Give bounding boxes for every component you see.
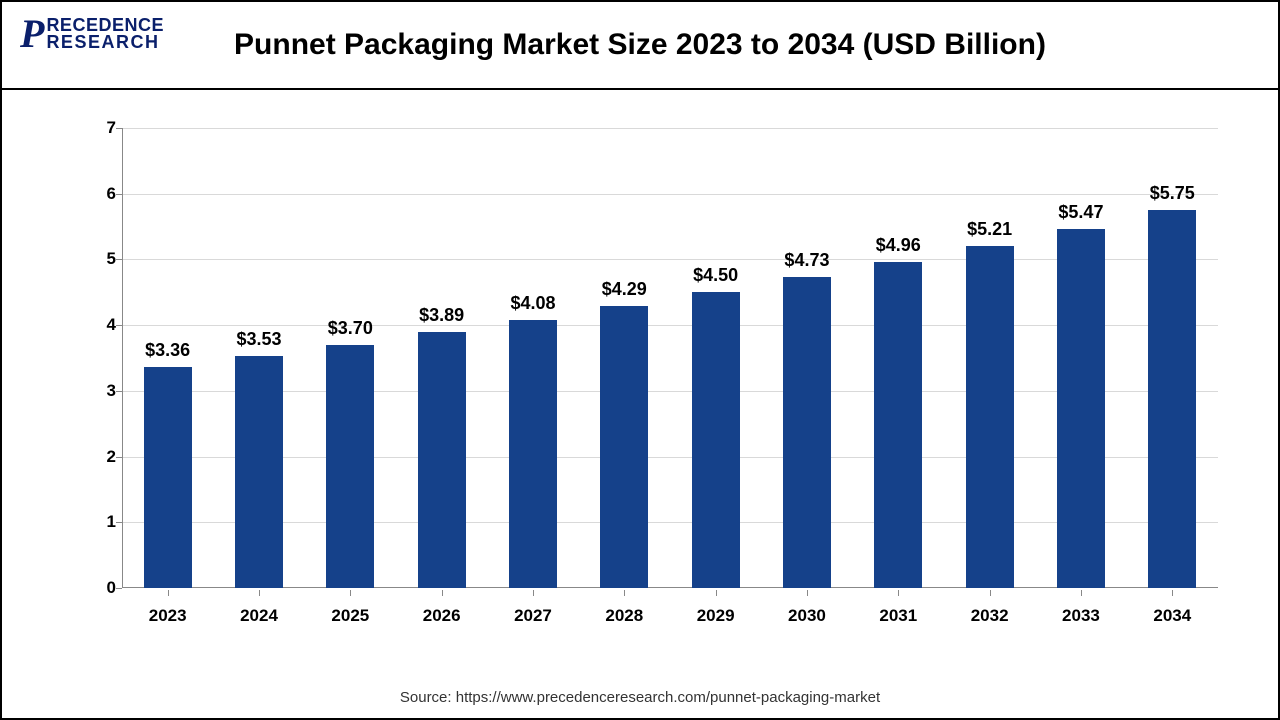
bar: $4.29 xyxy=(600,306,648,588)
bar-slot: $5.47 xyxy=(1035,128,1126,588)
bar-value-label: $5.47 xyxy=(1058,202,1103,223)
bar-value-label: $3.70 xyxy=(328,318,373,339)
x-tick-label: 2026 xyxy=(396,596,487,626)
bar-slot: $3.53 xyxy=(213,128,304,588)
logo-line2: RESEARCH xyxy=(46,34,164,51)
bar-slot: $4.29 xyxy=(579,128,670,588)
y-tick-mark xyxy=(116,588,122,589)
bar: $4.08 xyxy=(509,320,557,588)
x-tick-mark xyxy=(807,590,808,596)
x-tick-label: 2034 xyxy=(1127,596,1218,626)
bar: $5.75 xyxy=(1148,210,1196,588)
x-tick-mark xyxy=(533,590,534,596)
bar-value-label: $4.08 xyxy=(510,293,555,314)
bar-slot: $3.36 xyxy=(122,128,213,588)
x-tick-label: 2028 xyxy=(579,596,670,626)
x-tick-label: 2030 xyxy=(761,596,852,626)
logo-mark: P xyxy=(20,16,44,52)
x-tick-mark xyxy=(350,590,351,596)
x-labels: 2023202420252026202720282029203020312032… xyxy=(122,596,1218,626)
bar: $3.70 xyxy=(326,345,374,588)
chart-body: 01234567 $3.36$3.53$3.70$3.89$4.08$4.29$… xyxy=(2,90,1278,689)
header: P RECEDENCE RESEARCH Punnet Packaging Ma… xyxy=(2,2,1278,90)
bar-value-label: $5.21 xyxy=(967,219,1012,240)
x-tick-label: 2033 xyxy=(1035,596,1126,626)
bar: $5.47 xyxy=(1057,229,1105,588)
bar-value-label: $3.53 xyxy=(236,329,281,350)
x-tick-label: 2031 xyxy=(853,596,944,626)
y-tick-label: 2 xyxy=(72,447,116,467)
x-tick-mark xyxy=(1172,590,1173,596)
x-tick-label: 2032 xyxy=(944,596,1035,626)
bar-slot: $4.08 xyxy=(487,128,578,588)
bar: $3.89 xyxy=(418,332,466,588)
chart-container: P RECEDENCE RESEARCH Punnet Packaging Ma… xyxy=(0,0,1280,720)
bar-slot: $3.89 xyxy=(396,128,487,588)
y-tick-label: 0 xyxy=(72,578,116,598)
bar-value-label: $4.29 xyxy=(602,279,647,300)
x-tick-mark xyxy=(898,590,899,596)
bar-slot: $4.50 xyxy=(670,128,761,588)
y-tick-label: 6 xyxy=(72,184,116,204)
x-tick-mark xyxy=(624,590,625,596)
y-tick-label: 1 xyxy=(72,512,116,532)
bar: $5.21 xyxy=(966,246,1014,588)
y-tick-label: 3 xyxy=(72,381,116,401)
bars: $3.36 $3.53 $3.70 $3.89 $4.08 $4.29 $4.50 $4.73… xyxy=(122,128,1218,588)
bar-slot: $4.96 xyxy=(853,128,944,588)
x-tick-label: 2027 xyxy=(487,596,578,626)
x-tick-mark xyxy=(990,590,991,596)
x-tick-mark xyxy=(716,590,717,596)
x-tick-mark xyxy=(168,590,169,596)
x-tick-label: 2024 xyxy=(213,596,304,626)
y-tick-label: 4 xyxy=(72,315,116,335)
bar-slot: $4.73 xyxy=(761,128,852,588)
bar: $3.53 xyxy=(235,356,283,588)
bar-slot: $3.70 xyxy=(305,128,396,588)
bar: $4.50 xyxy=(692,292,740,588)
bar-slot: $5.21 xyxy=(944,128,1035,588)
logo: P RECEDENCE RESEARCH xyxy=(20,16,164,52)
bar: $4.96 xyxy=(874,262,922,588)
x-tick-label: 2029 xyxy=(670,596,761,626)
x-tick-mark xyxy=(442,590,443,596)
x-tick-mark xyxy=(1081,590,1082,596)
plot-area: 01234567 $3.36$3.53$3.70$3.89$4.08$4.29$… xyxy=(72,128,1238,626)
bar: $3.36 xyxy=(144,367,192,588)
chart-title: Punnet Packaging Market Size 2023 to 203… xyxy=(26,28,1254,62)
bar-value-label: $3.36 xyxy=(145,340,190,361)
bar-value-label: $4.73 xyxy=(784,250,829,271)
x-tick-label: 2023 xyxy=(122,596,213,626)
bar-value-label: $5.75 xyxy=(1150,183,1195,204)
bar-slot: $5.75 xyxy=(1127,128,1218,588)
y-tick-label: 7 xyxy=(72,118,116,138)
logo-text: RECEDENCE RESEARCH xyxy=(46,17,164,51)
bar: $4.73 xyxy=(783,277,831,588)
x-tick-mark xyxy=(259,590,260,596)
x-tick-label: 2025 xyxy=(305,596,396,626)
bar-value-label: $4.50 xyxy=(693,265,738,286)
bar-value-label: $3.89 xyxy=(419,305,464,326)
source-text: Source: https://www.precedenceresearch.c… xyxy=(2,689,1278,718)
bar-value-label: $4.96 xyxy=(876,235,921,256)
y-tick-label: 5 xyxy=(72,249,116,269)
